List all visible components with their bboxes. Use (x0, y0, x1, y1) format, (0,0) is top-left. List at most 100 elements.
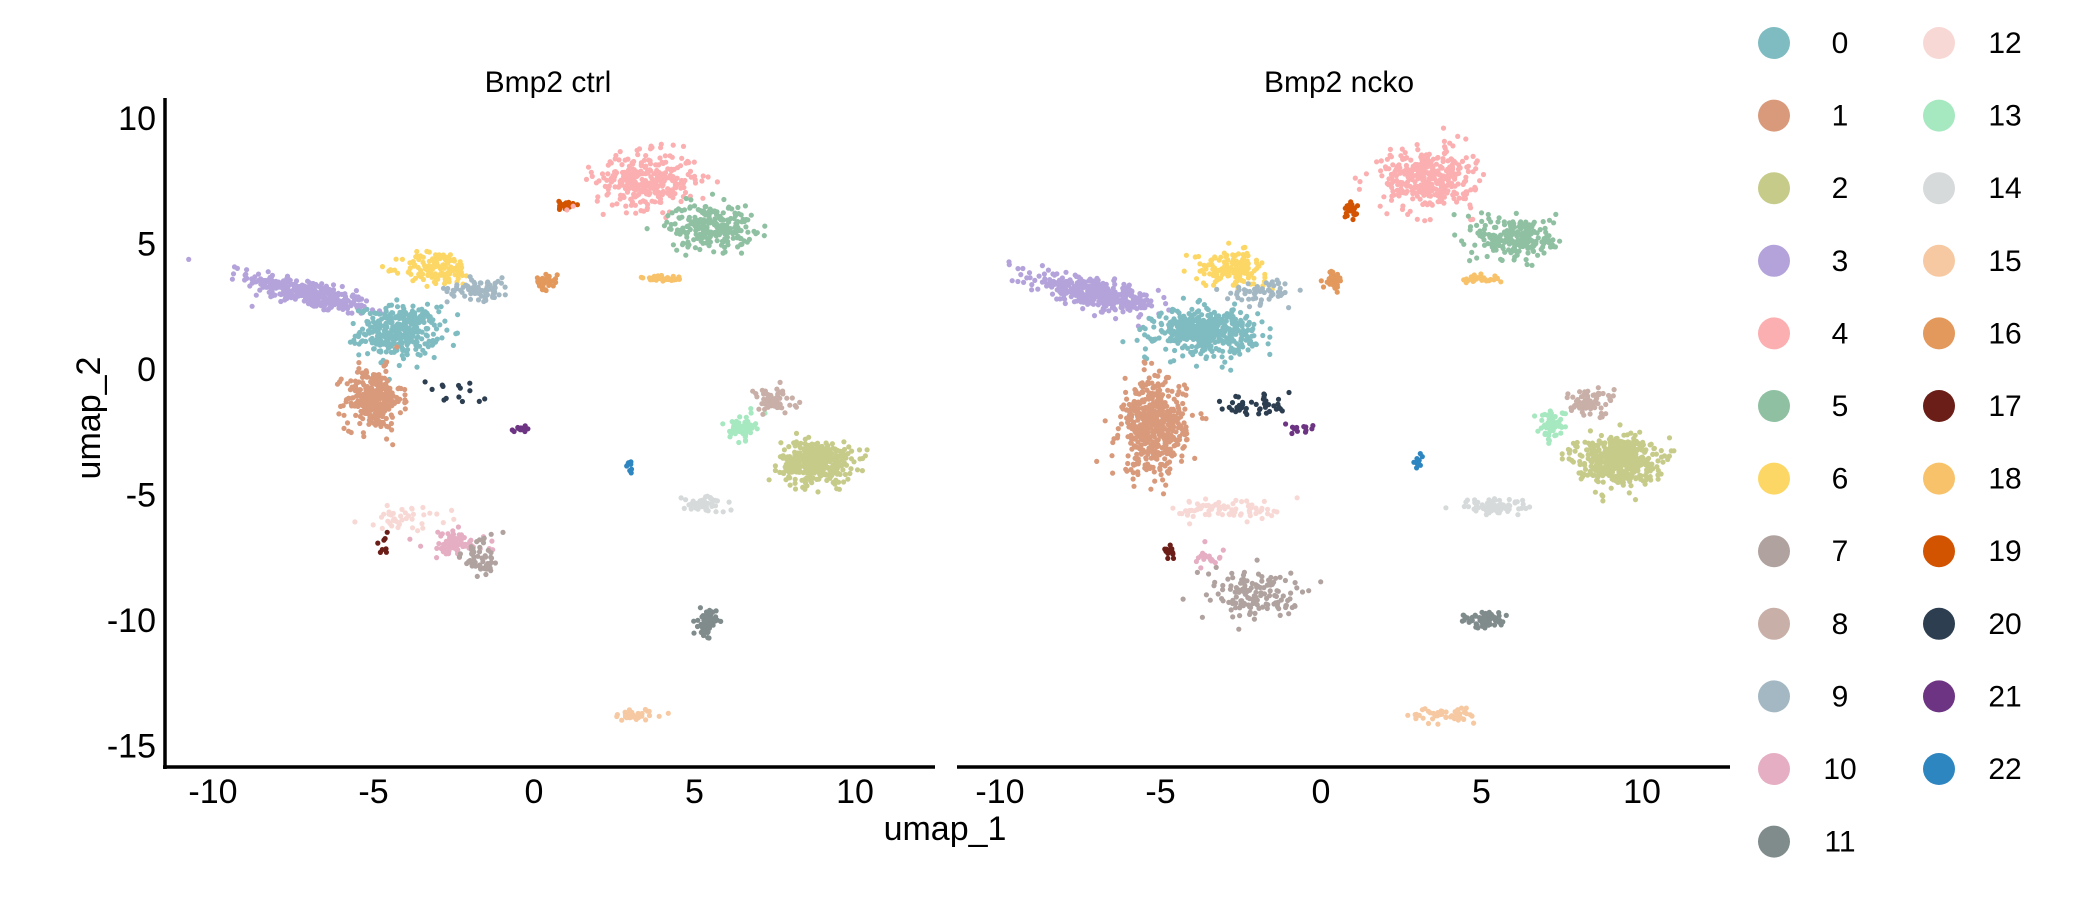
point-cluster-3 (1101, 295, 1107, 301)
point-cluster-0 (373, 310, 379, 316)
point-cluster-3 (186, 256, 192, 262)
point-cluster-2 (823, 472, 829, 478)
point-cluster-6 (407, 265, 413, 271)
point-cluster-3 (1067, 288, 1074, 294)
point-cluster-3 (345, 310, 351, 316)
point-cluster-6 (432, 271, 438, 277)
point-cluster-1 (1148, 486, 1154, 492)
point-cluster-14 (720, 509, 726, 515)
point-cluster-3 (1163, 301, 1169, 307)
point-cluster-4 (1420, 177, 1426, 183)
point-cluster-1 (383, 381, 389, 387)
point-cluster-0 (1210, 335, 1216, 341)
point-cluster-6 (1183, 252, 1189, 258)
point-cluster-3 (1045, 267, 1051, 273)
point-cluster-1 (1164, 447, 1170, 453)
point-cluster-1 (389, 427, 395, 433)
point-cluster-4 (705, 174, 711, 180)
point-cluster-7 (500, 529, 506, 536)
point-cluster-3 (243, 271, 249, 277)
point-cluster-3 (310, 280, 316, 287)
point-cluster-4 (714, 179, 721, 185)
point-cluster-6 (420, 276, 426, 283)
point-cluster-1 (363, 386, 369, 392)
point-cluster-6 (1199, 267, 1205, 274)
point-cluster-2 (781, 447, 788, 453)
point-cluster-1 (341, 425, 347, 431)
point-cluster-1 (1130, 461, 1136, 467)
point-cluster-1 (1133, 388, 1139, 394)
point-cluster-8 (775, 404, 782, 410)
point-cluster-0 (404, 342, 410, 348)
point-cluster-4 (1424, 164, 1430, 170)
point-cluster-4 (1407, 208, 1413, 214)
point-cluster-2 (815, 489, 821, 495)
point-cluster-9 (484, 292, 490, 298)
point-cluster-3 (339, 283, 345, 290)
point-cluster-9 (1259, 286, 1265, 292)
point-cluster-14 (703, 494, 709, 500)
point-cluster-4 (1389, 180, 1395, 187)
point-cluster-1 (383, 415, 389, 422)
point-cluster-9 (444, 299, 450, 305)
point-cluster-13 (720, 421, 726, 427)
point-cluster-0 (1167, 359, 1174, 365)
point-cluster-1 (368, 386, 374, 392)
point-cluster-2 (832, 463, 838, 470)
point-cluster-20 (456, 382, 462, 389)
point-cluster-2 (791, 465, 798, 471)
point-cluster-4 (628, 196, 634, 202)
point-cluster-3 (316, 290, 323, 296)
point-cluster-9 (1297, 287, 1303, 293)
point-cluster-6 (420, 259, 426, 265)
point-cluster-0 (1213, 345, 1219, 352)
point-cluster-1 (334, 381, 341, 387)
point-cluster-4 (1429, 201, 1435, 207)
point-cluster-2 (834, 486, 840, 492)
point-cluster-5 (691, 203, 698, 209)
point-cluster-6 (458, 269, 464, 275)
point-cluster-3 (1064, 280, 1070, 286)
point-cluster-19 (557, 205, 563, 211)
point-cluster-5 (727, 228, 733, 234)
point-cluster-0 (1195, 299, 1201, 305)
point-cluster-1 (1125, 460, 1131, 467)
point-cluster-4 (664, 190, 671, 196)
point-cluster-7 (488, 531, 494, 537)
point-cluster-4 (1470, 153, 1476, 159)
point-cluster-5 (732, 210, 738, 216)
point-cluster-4 (1434, 180, 1440, 187)
point-cluster-5 (717, 213, 723, 219)
point-cluster-0 (356, 352, 362, 358)
point-cluster-12 (399, 506, 405, 513)
point-cluster-16 (1326, 276, 1332, 282)
point-cluster-5 (683, 252, 689, 258)
point-cluster-5 (1495, 219, 1501, 225)
point-cluster-0 (1168, 338, 1174, 344)
point-cluster-6 (439, 265, 445, 271)
point-cluster-3 (1104, 290, 1110, 297)
point-cluster-3 (340, 306, 346, 312)
point-cluster-9 (1246, 304, 1253, 310)
point-cluster-1 (1122, 375, 1128, 381)
point-cluster-3 (288, 295, 294, 301)
point-cluster-5 (722, 249, 728, 255)
point-cluster-0 (1198, 331, 1204, 337)
point-cluster-11 (694, 623, 701, 630)
point-cluster-3 (265, 269, 271, 275)
point-cluster-3 (1095, 293, 1101, 299)
point-cluster-4 (1420, 187, 1426, 194)
point-cluster-6 (433, 280, 439, 287)
point-cluster-1 (373, 390, 379, 396)
point-cluster-4 (1448, 163, 1454, 170)
point-cluster-4 (605, 171, 611, 177)
point-cluster-10 (435, 529, 441, 535)
point-cluster-7 (488, 554, 494, 560)
point-cluster-15 (625, 714, 631, 720)
point-cluster-3 (293, 278, 300, 284)
point-cluster-4 (631, 158, 637, 165)
point-cluster-5 (1529, 262, 1535, 268)
point-cluster-6 (1212, 265, 1218, 271)
point-cluster-12 (379, 525, 385, 532)
